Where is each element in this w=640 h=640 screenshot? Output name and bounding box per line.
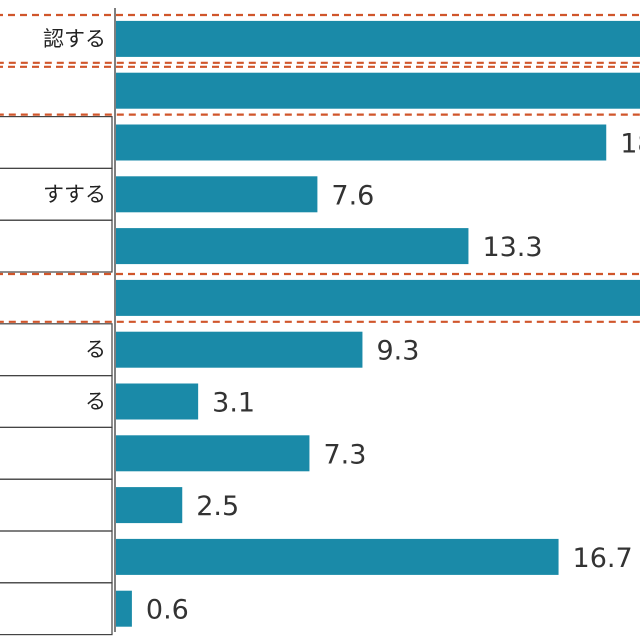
highlight-outline <box>0 13 640 64</box>
value-labels: 18 7.6 13.3 9.3 3.1 7.3 2.5 16.7 0.6 <box>146 129 640 626</box>
value-label: 2.5 <box>196 491 239 522</box>
bar <box>116 590 132 627</box>
bar <box>116 176 318 213</box>
category-label: すする <box>43 182 106 206</box>
category-label: 認する <box>43 27 106 51</box>
bar <box>116 383 199 420</box>
highlight-outline <box>0 272 640 323</box>
bar <box>116 331 363 368</box>
category-label: る <box>85 338 106 362</box>
category-label-box <box>0 478 113 532</box>
value-label: 0.6 <box>146 595 189 626</box>
value-label: 18 <box>620 129 640 160</box>
category-label-box <box>0 582 113 636</box>
value-label: 7.6 <box>331 180 374 211</box>
bar <box>116 279 640 316</box>
bar <box>116 20 640 57</box>
bar <box>116 435 310 472</box>
category-label-box <box>0 219 113 273</box>
category-label-box <box>0 530 113 584</box>
bar <box>116 228 469 265</box>
highlight-outline <box>0 65 640 116</box>
bar <box>116 124 607 161</box>
category-label: る <box>85 390 106 414</box>
highlight-outlines <box>0 13 640 323</box>
bar <box>116 72 640 109</box>
value-label: 9.3 <box>376 336 419 367</box>
value-label: 7.3 <box>323 439 366 470</box>
value-label: 16.7 <box>573 543 633 574</box>
category-label-box <box>0 426 113 480</box>
category-label-boxes <box>0 115 113 636</box>
category-label-box <box>0 115 113 169</box>
bar <box>116 487 183 524</box>
bars <box>116 20 640 627</box>
value-label: 3.1 <box>212 388 255 419</box>
value-label: 13.3 <box>482 232 542 263</box>
bar <box>116 538 559 575</box>
